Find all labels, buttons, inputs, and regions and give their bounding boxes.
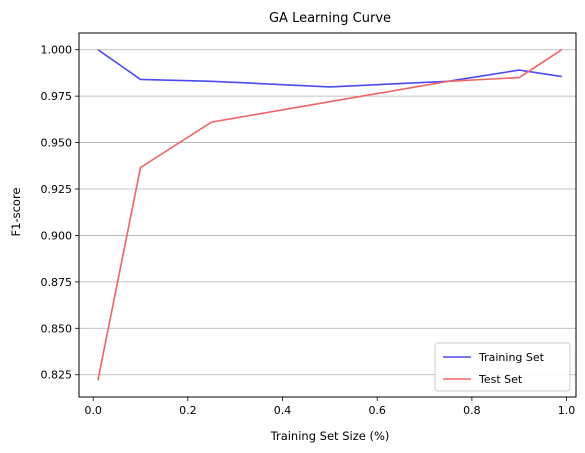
- grid-layer: [79, 49, 576, 376]
- y-tick-label: 0.925: [41, 183, 73, 196]
- legend-label: Training Set: [478, 351, 545, 364]
- series-layer: [97, 49, 563, 381]
- x-ticks: 0.0 0.2 0.4 0.6 0.8 1.0: [84, 397, 575, 417]
- x-axis-label: Training Set Size (%): [270, 429, 390, 443]
- x-tick-label: 0.6: [368, 404, 386, 417]
- y-ticks: 0.825 0.850 0.875 0.900 0.925 0.950 0.975 1.000: [41, 44, 79, 382]
- x-tick-label: 0.4: [274, 404, 292, 417]
- series-line-training-set: [97, 49, 562, 88]
- legend-label: Test Set: [478, 373, 523, 386]
- y-tick-label: 0.875: [41, 276, 73, 289]
- series-line-test-set: [97, 49, 563, 381]
- y-tick-label: 0.950: [41, 137, 73, 150]
- y-tick-label: 0.825: [41, 369, 73, 382]
- plot-frame: [78, 32, 577, 398]
- x-tick-label: 0.0: [84, 404, 102, 417]
- y-tick-label: 0.900: [41, 229, 73, 242]
- x-tick-label: 0.2: [179, 404, 197, 417]
- y-tick-label: 0.850: [41, 322, 73, 335]
- legend: Training Set Test Set: [434, 342, 571, 392]
- y-axis-label: F1-score: [9, 188, 23, 237]
- y-tick-label: 0.975: [41, 90, 73, 103]
- chart-title: GA Learning Curve: [269, 11, 391, 26]
- x-tick-label: 1.0: [558, 404, 576, 417]
- x-tick-label: 0.8: [463, 404, 481, 417]
- y-tick-label: 1.000: [41, 44, 73, 57]
